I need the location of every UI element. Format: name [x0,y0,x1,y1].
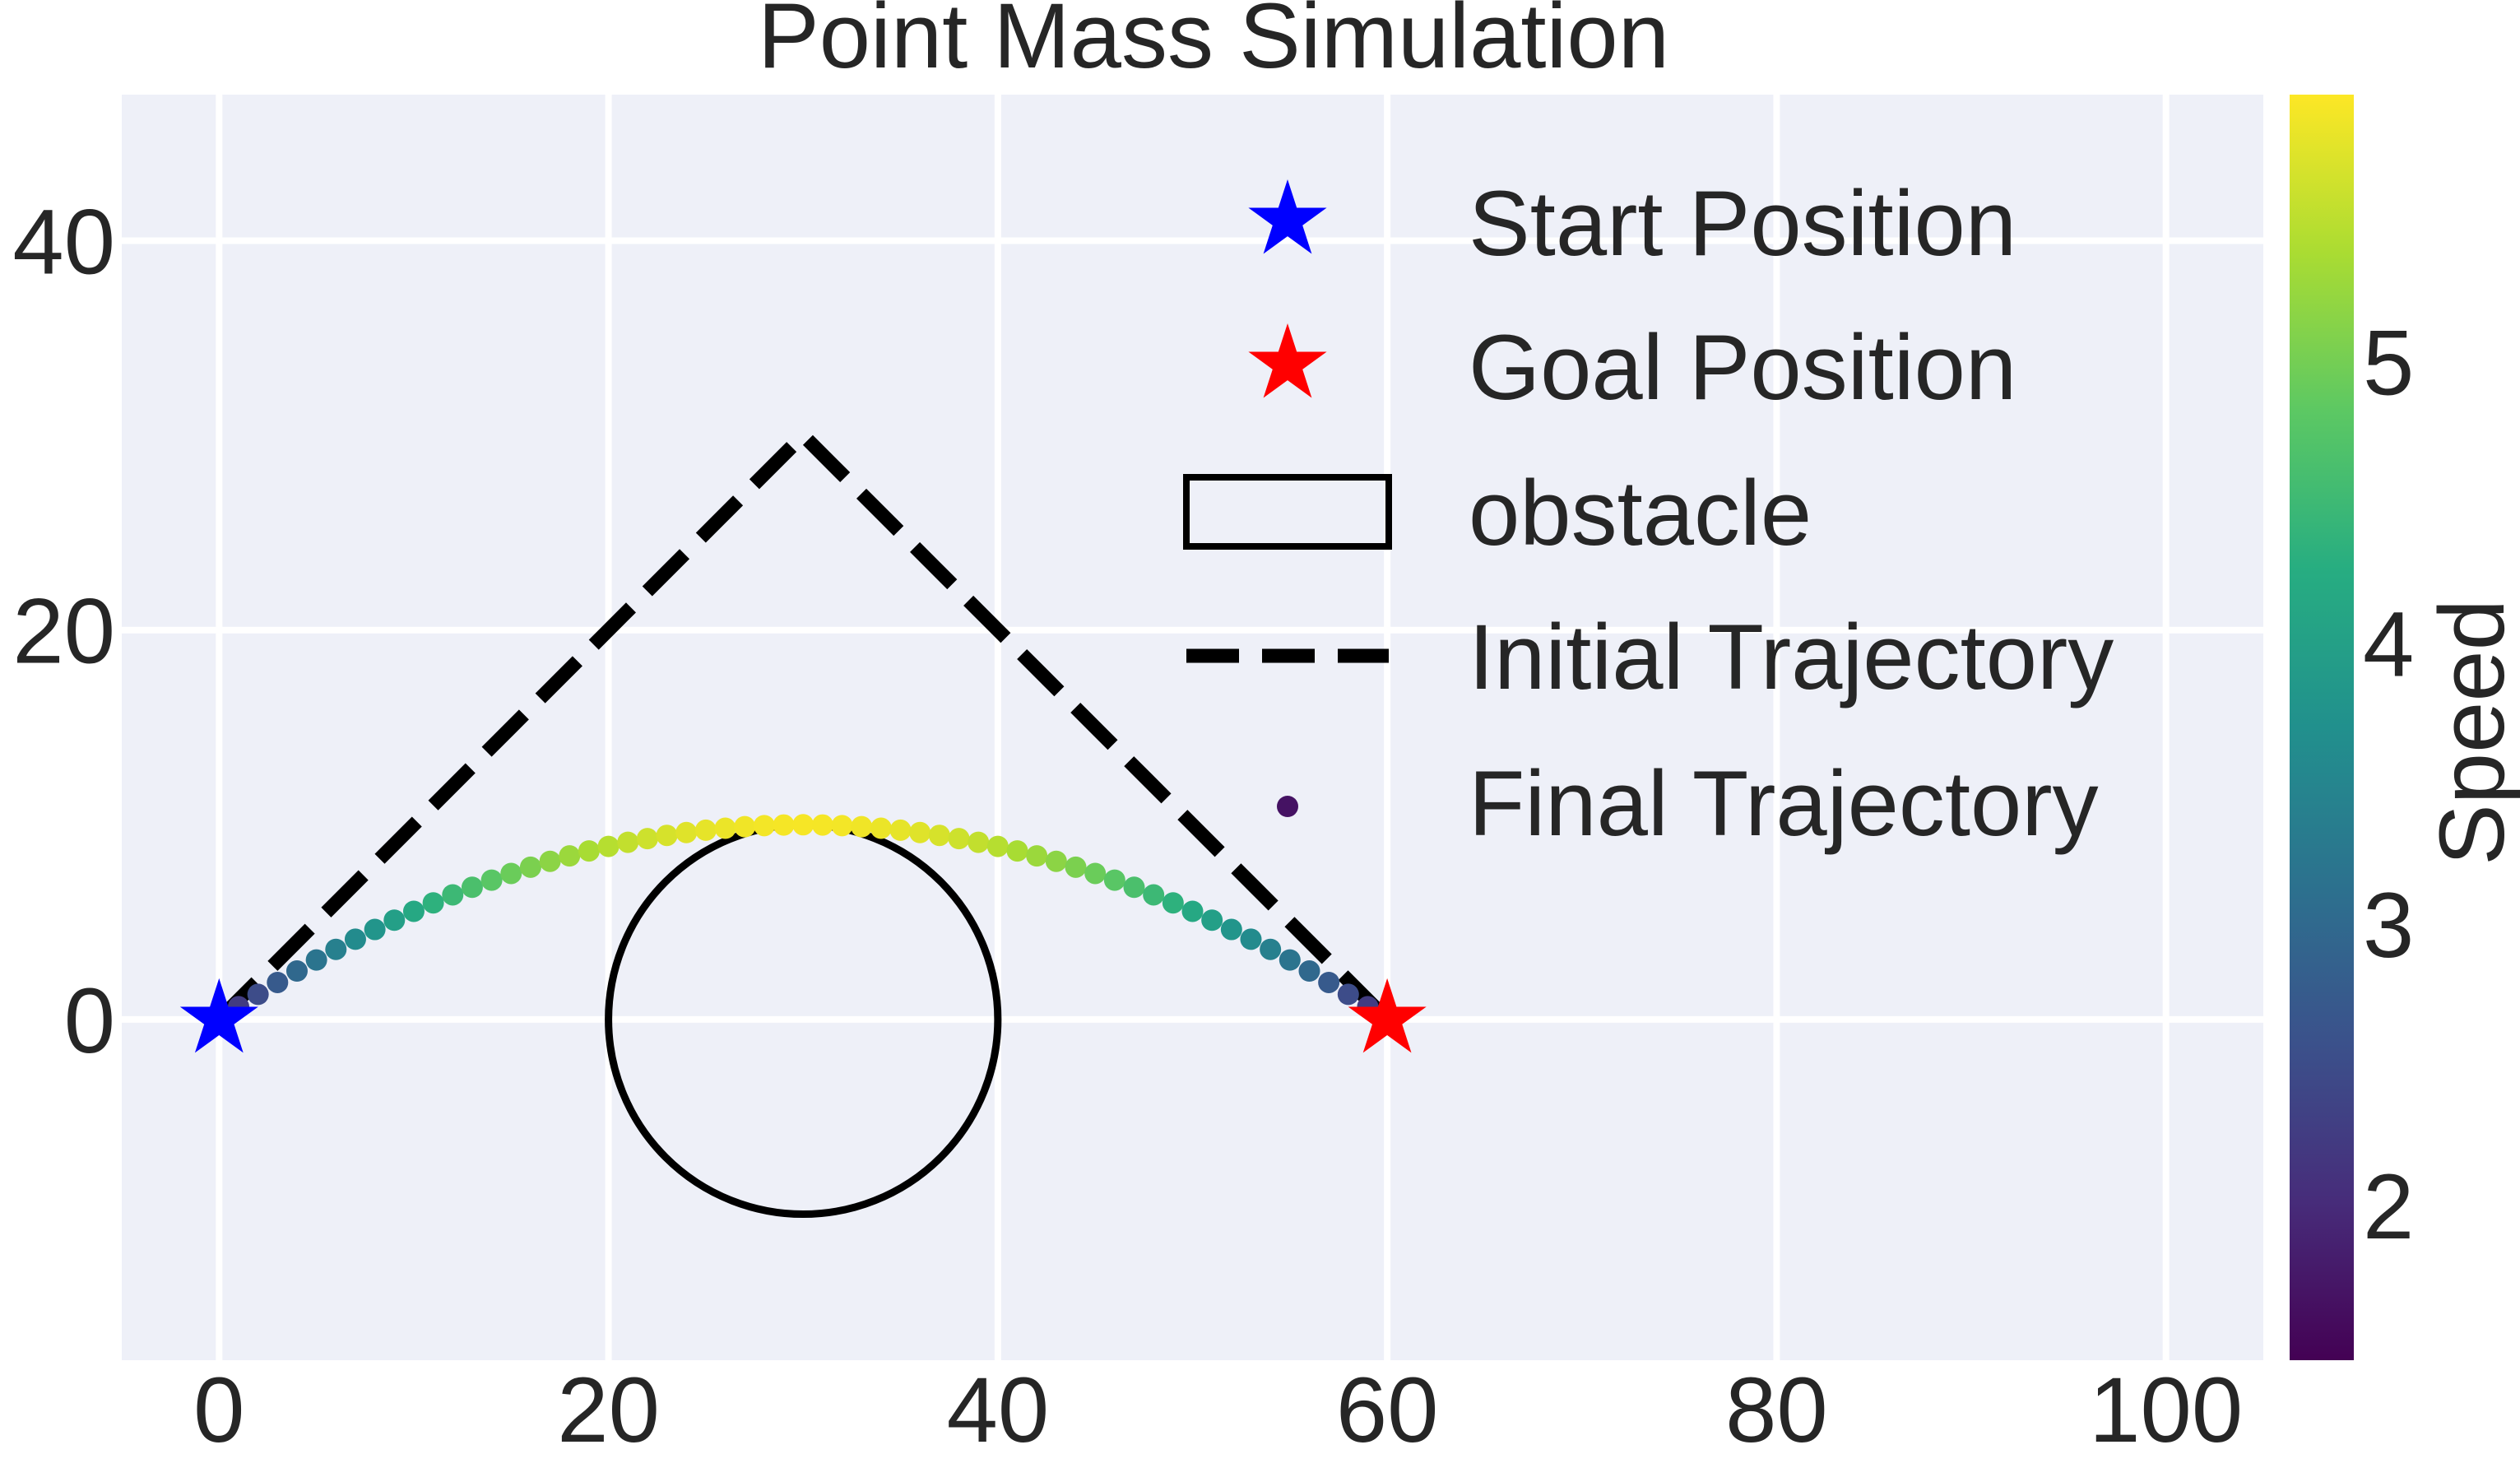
final-trajectory-point [578,840,600,862]
legend-goal-label: Goal Position [1469,316,2016,419]
final-trajectory-point [383,909,406,931]
colorbar: 2 3 4 5 Speed [2290,95,2520,1360]
final-trajectory-point [539,850,561,872]
final-trajectory-point [675,821,698,843]
x-tick-label: 40 [947,1359,1050,1461]
final-trajectory-point [1279,949,1301,971]
final-trajectory-point [851,815,873,838]
final-trajectory-point [1298,960,1320,983]
plot-area [179,425,1427,1219]
x-tick-label: 60 [1336,1359,1439,1461]
final-trajectory-point [1318,971,1340,993]
final-trajectory-point [773,814,795,836]
legend-final-symbol [1277,796,1298,817]
final-trajectory-point [753,815,775,837]
final-trajectory-point [870,817,892,839]
colorbar-tick-label: 4 [2363,592,2414,695]
final-trajectory-point [519,856,541,878]
final-trajectory-point [305,949,327,971]
y-tick-label: 20 [12,580,115,683]
colorbar-tick-label: 3 [2363,874,2414,977]
y-tick-label: 0 [64,969,115,1072]
x-tick-label: 80 [1725,1359,1828,1461]
legend-goal-symbol [1248,323,1327,398]
tick-labels: 0 20 40 60 80 100 0 20 40 [12,190,2243,1461]
final-trajectory-point [344,928,366,950]
colorbar-label: Speed [2420,599,2520,866]
final-trajectory-point [1006,840,1028,862]
final-trajectory-point [734,815,756,838]
legend-start-label: Start Position [1469,172,2016,275]
final-trajectory-point [1201,909,1223,931]
colorbar-tick-label: 5 [2363,312,2414,415]
final-trajectory-point [889,819,912,841]
final-trajectory-point [1143,884,1165,906]
final-trajectory-point [500,862,522,885]
final-trajectory-point [1220,918,1242,941]
final-trajectory-point [1337,983,1359,1006]
colorbar-gradient [2290,95,2354,1360]
final-trajectory-point [656,825,678,847]
final-trajectory-point [1084,862,1107,885]
x-tick-label: 20 [557,1359,660,1461]
legend-start-symbol [1248,179,1327,254]
final-trajectory-point [1103,869,1125,891]
final-trajectory-point [267,971,289,993]
final-trajectory-point [325,938,347,960]
final-trajectory-point [1240,928,1262,950]
final-trajectory-point [694,819,717,841]
final-trajectory-point [714,817,736,839]
final-trajectory-point [247,983,269,1006]
legend-final-label: Final Trajectory [1469,752,2099,855]
legend-obstacle-symbol [1183,474,1392,550]
legend-obstacle-label: obstacle [1469,462,1812,564]
final-trajectory-point [1162,892,1184,914]
final-trajectory-point [1065,856,1087,878]
final-trajectory-point [1045,850,1067,872]
final-trajectory-point [636,828,658,850]
final-trajectory-point [559,845,581,867]
initial-trajectory-line [214,425,1393,1024]
final-trajectory-point [986,835,1009,857]
grid-lines [122,95,2263,1360]
final-trajectory-point [480,869,503,891]
final-trajectory-point [928,825,950,847]
final-trajectory-point [617,831,639,853]
x-tick-label: 0 [193,1359,244,1461]
final-trajectory-point [285,960,308,983]
final-trajectory-point [909,821,931,843]
final-trajectory-point [422,892,444,914]
chart-title: Point Mass Simulation [758,0,1669,87]
x-tick-label: 100 [2089,1359,2243,1461]
final-trajectory-point [402,900,425,922]
colorbar-tick-label: 2 [2363,1155,2414,1258]
final-trajectory-point [792,814,814,836]
final-trajectory-point [1260,938,1282,960]
final-trajectory-point [442,884,464,906]
final-trajectory-point [597,835,620,857]
final-trajectory-point [811,814,833,836]
legend: Start Position Goal Position obstacle Initi… [1183,172,2114,855]
y-tick-label: 40 [12,190,115,293]
legend-initial-label: Initial Trajectory [1469,606,2114,708]
final-trajectory-point [461,876,483,899]
final-trajectory-point [968,831,990,853]
final-trajectory-point [1181,900,1204,922]
start-position-marker [179,978,258,1053]
goal-position-marker [1348,978,1427,1053]
final-trajectory-point [1123,876,1145,899]
final-trajectory-point [948,828,970,850]
plot-background [122,95,2263,1360]
final-trajectory-point [831,815,853,837]
final-trajectory-point [1026,845,1048,867]
final-trajectory-point [364,918,386,941]
